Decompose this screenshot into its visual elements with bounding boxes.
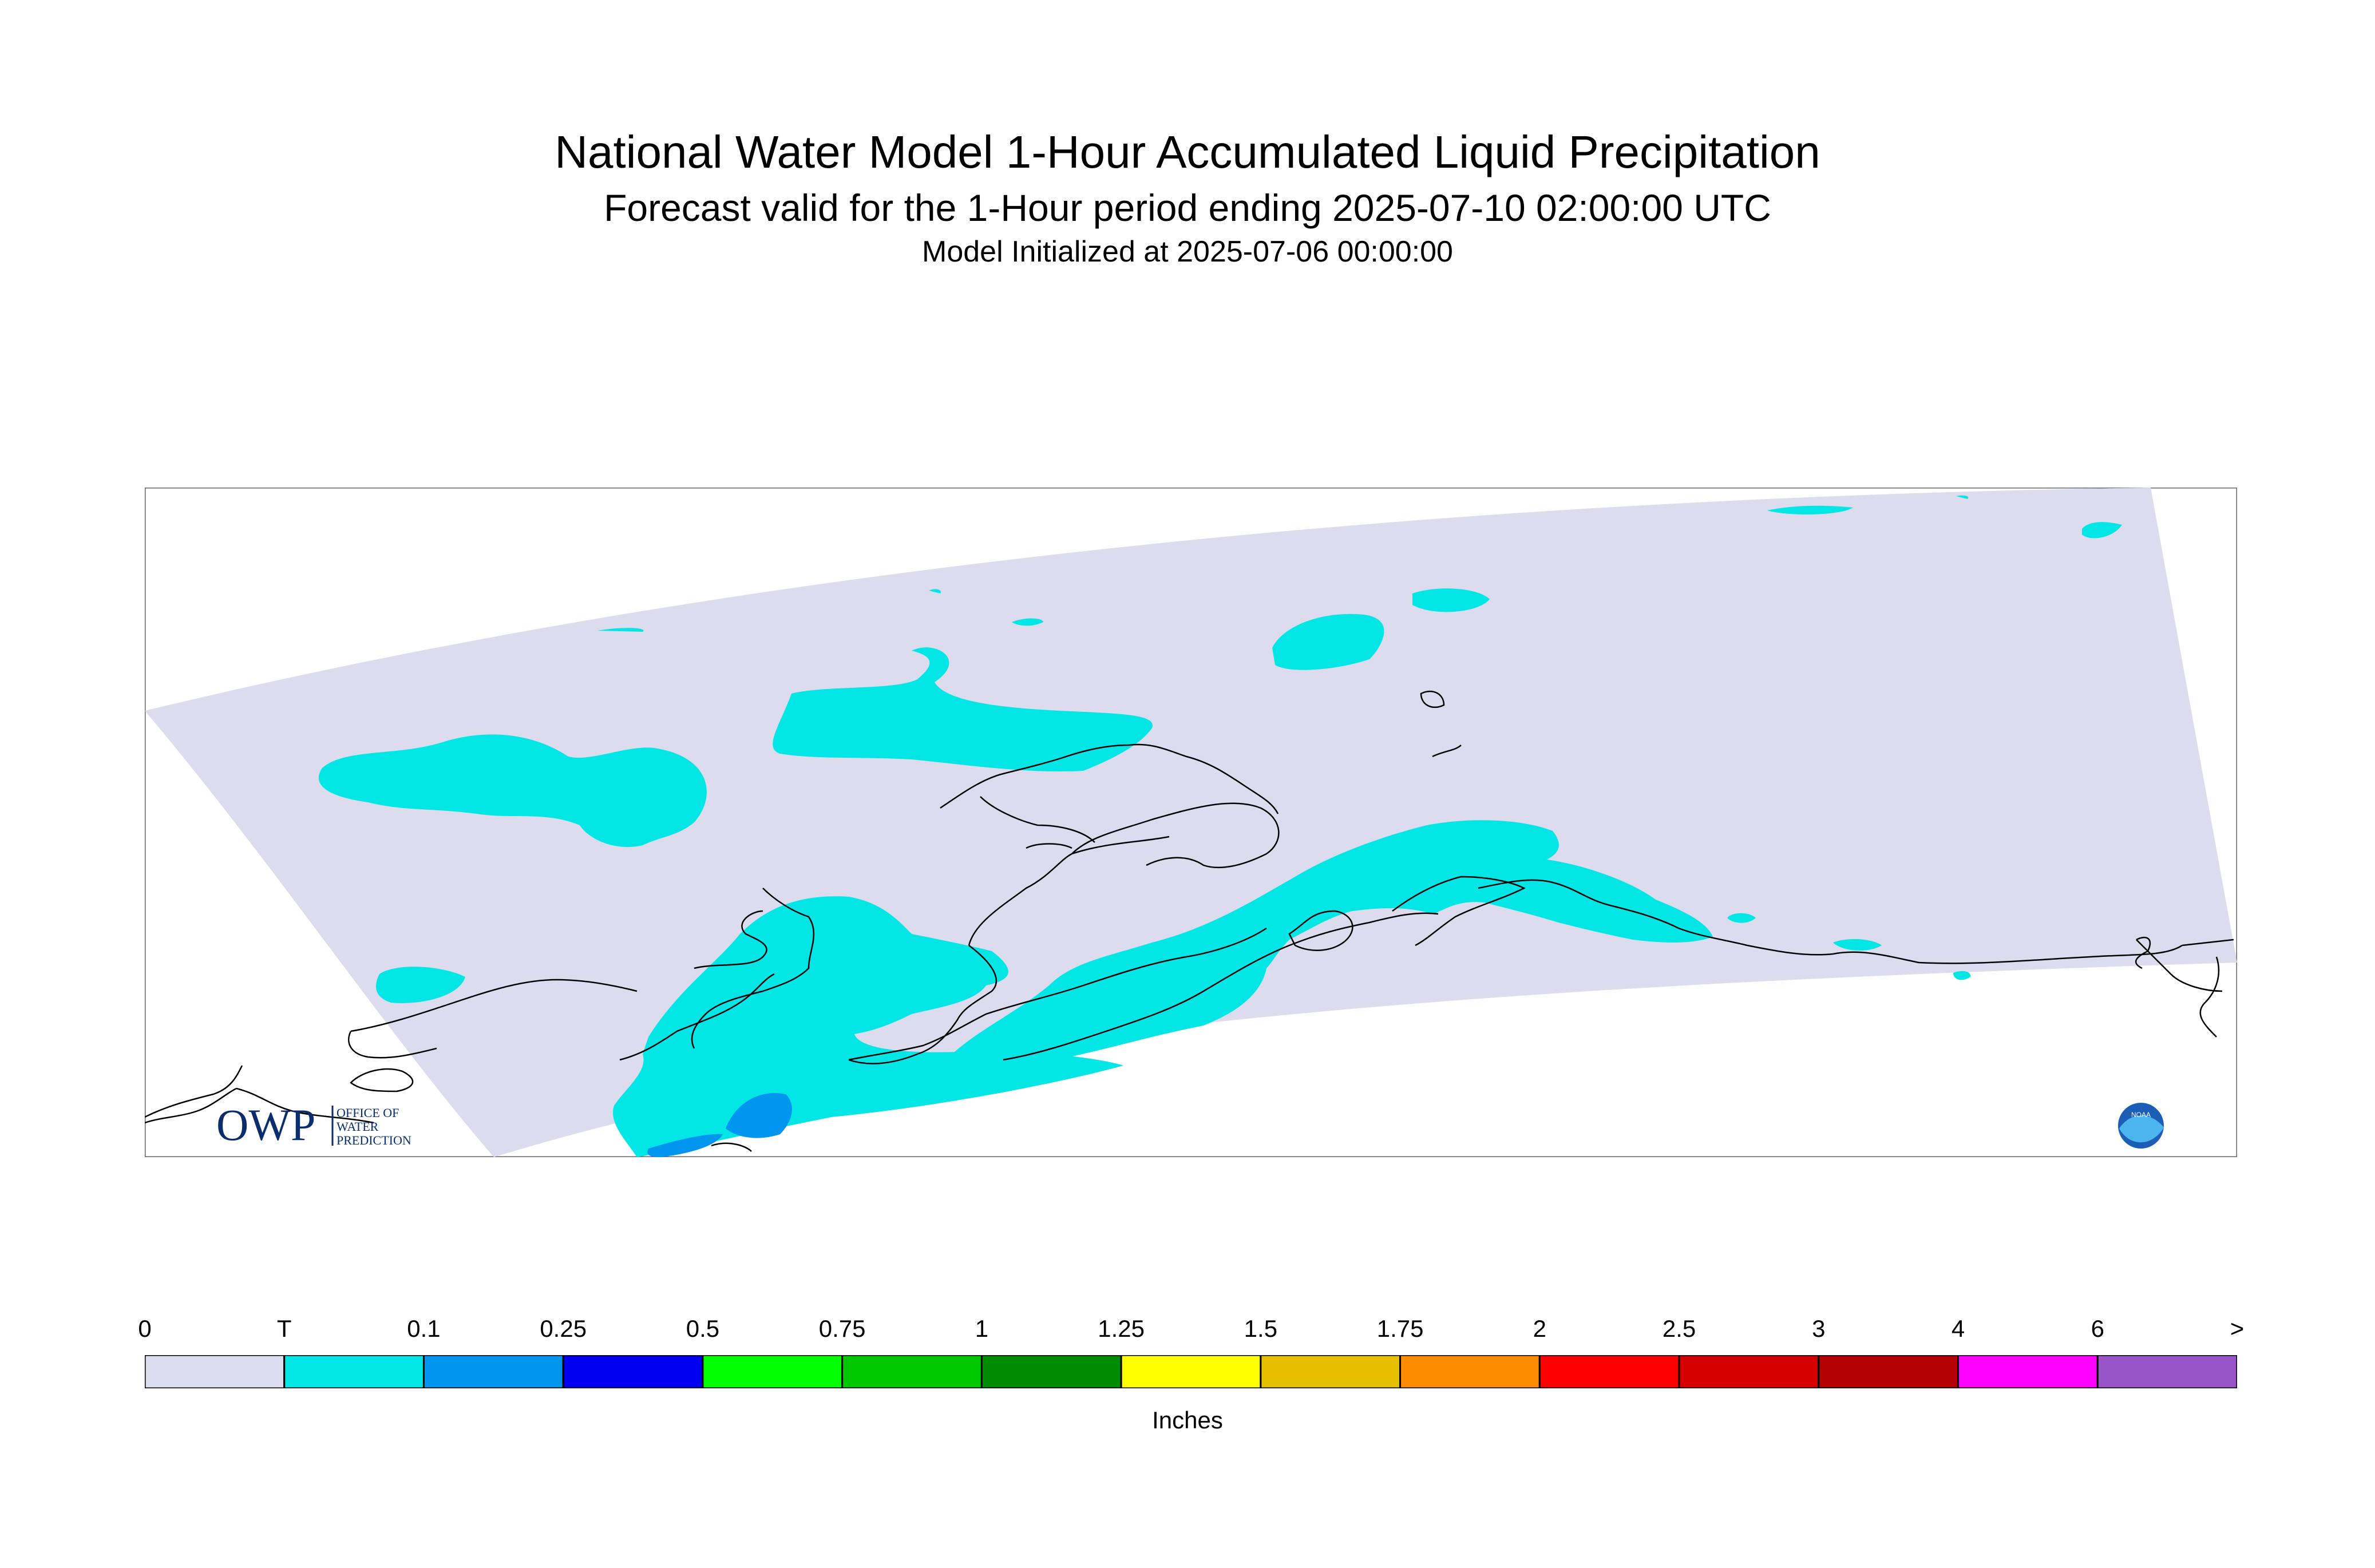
coastline-western-2 [619,973,775,1061]
coastline-left-islands [350,979,638,1032]
color-scale-tick-label: 0.25 [540,1315,587,1342]
color-scale-tick-label: 0 [138,1315,152,1342]
owp-logo-text: OWP [216,1100,315,1150]
coastline-north-1 [980,796,1095,843]
precip-area-east-2 [1833,939,1882,951]
precip-area-light-2 [726,1093,792,1138]
color-scale-swatch [980,1355,1122,1388]
color-scale-tick-label: 0.75 [818,1315,866,1342]
coastline-southeast-1 [2135,936,2220,1038]
coastline-bottom-mid [711,1142,752,1152]
precip-area-sw-island [376,967,465,1003]
precip-area-north-central [773,647,1153,771]
precip-area-west [318,734,707,848]
color-scale-units: Inches [1152,1407,1223,1434]
precip-area-southwest [613,896,1123,1157]
noaa-logo: NOAA [2118,1103,2164,1149]
color-scale-swatch [702,1355,844,1388]
color-scale-swatch [2096,1355,2237,1388]
noaa-logo-wave [2119,1115,2164,1143]
color-scale-swatch [1957,1355,2099,1388]
precip-area-east-3 [1953,971,1971,980]
color-scale-swatch [1260,1355,1402,1388]
coastline-left-loop [348,1031,437,1059]
coastline-peninsula [1003,912,1439,1061]
coastline-bristol-bay [848,927,1267,1061]
coastline-main [848,802,1280,1064]
precip-area-northeast [1272,613,1384,670]
precip-area-small-2 [1956,495,1969,499]
owp-logo-line1: OFFICE OF [337,1106,399,1120]
color-scale-tick-label: T [276,1315,292,1342]
precipitation-map: OWP OFFICE OF WATER PREDICTION NOAA [145,488,2237,1157]
map-subtitle: Forecast valid for the 1-Hour period end… [604,187,1771,229]
coastline-island-north [1420,690,1445,708]
coastline-yukon [940,743,1279,814]
color-scale-swatch [841,1355,983,1388]
coastlines [145,690,2234,1152]
precip-area-top-right [1767,505,1853,514]
precip-trace-areas [318,495,2122,1157]
precip-light-areas [647,1093,792,1157]
color-scale-swatch [145,1355,286,1388]
color-scale-tick-label: 2.5 [1662,1315,1696,1342]
owp-logo: OWP OFFICE OF WATER PREDICTION [216,1100,411,1150]
noaa-logo-text: NOAA [2131,1111,2151,1119]
coastline-norton [694,910,767,969]
color-scale-bar [145,1355,2237,1388]
color-scale-swatch [283,1355,425,1388]
color-scale-tick-label: 4 [1951,1315,1965,1342]
map-title: National Water Model 1-Hour Accumulated … [555,126,1820,177]
coastline-chukotka [145,1087,374,1124]
precip-area-small-4 [597,628,644,632]
color-scale-tick-label: 0.1 [407,1315,441,1342]
precip-area-alaska-peninsula [946,820,1713,1070]
color-scale-swatch [1818,1355,1960,1388]
owp-logo-line3: PREDICTION [337,1133,411,1147]
color-scale-swatch [1678,1355,1820,1388]
color-scale-tick-label: 1.75 [1376,1315,1424,1342]
precip-area-top-right-2 [2082,522,2122,538]
color-scale-swatch [1399,1355,1541,1388]
color-scale-tick-label: 6 [2091,1315,2104,1342]
color-scale-tick-label: 1.25 [1098,1315,1145,1342]
color-scale-swatch [1538,1355,1680,1388]
model-init-line: Model Initialized at 2025-07-06 00:00:00 [922,235,1453,268]
color-scale-swatch [422,1355,564,1388]
coastline-canada-border [2182,939,2234,947]
model-domain [145,488,2237,1157]
precip-area-ne-small [1412,588,1490,612]
color-scale-tick-label: > [2230,1315,2245,1342]
color-scale-tick-label: 3 [1812,1315,1826,1342]
coastline-bottom-left [145,1065,243,1118]
coastline-island-north-2 [1432,745,1462,758]
precip-area-small-1 [1012,618,1043,626]
precip-area-small-3 [929,589,941,593]
color-scale-swatch [1120,1355,1262,1388]
color-scale-tick-label: 1.5 [1244,1315,1278,1342]
color-scale-tick-label: 2 [1533,1315,1547,1342]
color-scale-tick-label: 1 [975,1315,989,1342]
owp-logo-line2: WATER [337,1119,379,1134]
color-scale-swatch [562,1355,704,1388]
coastline-prince-william [1478,879,2223,992]
precip-area-light-1 [647,1134,723,1157]
precip-area-east-1 [1727,913,1756,923]
coastline-western [691,888,815,1049]
coastline-north-2 [1026,843,1072,849]
coastline-chukotka-2 [350,1068,414,1092]
color-scale-tick-label: 0.5 [686,1315,720,1342]
coastline-kenai [1288,876,1526,951]
